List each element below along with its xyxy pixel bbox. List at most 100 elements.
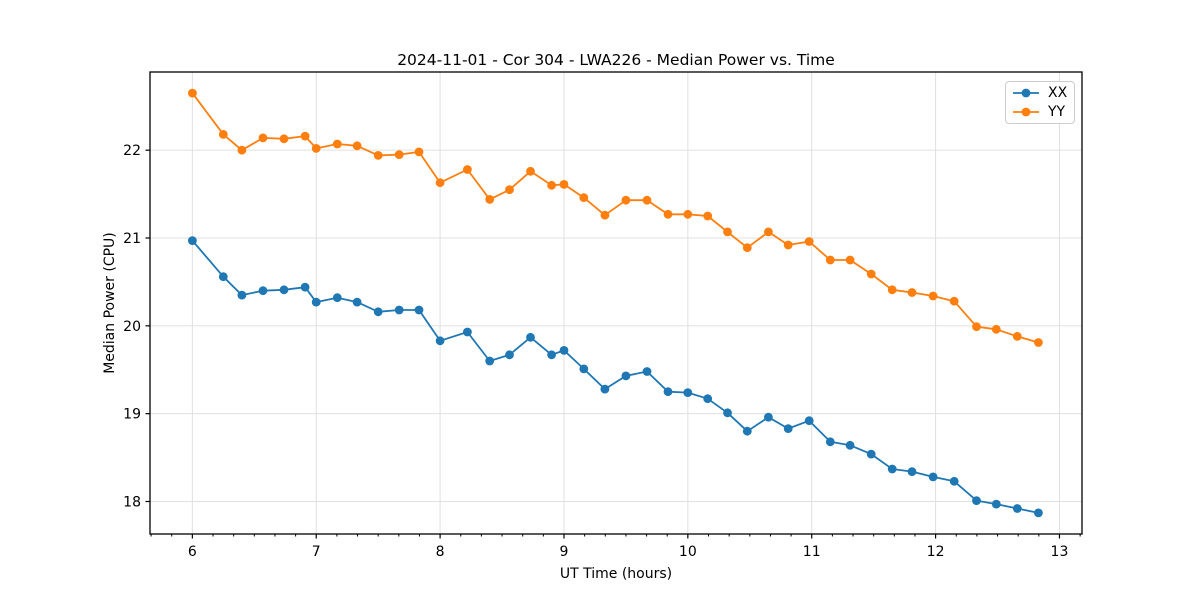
series-point-yy bbox=[845, 255, 855, 265]
y-axis-label: Median Power (CPU) bbox=[102, 232, 118, 374]
series-point-yy bbox=[188, 88, 197, 98]
series-point-xx bbox=[783, 424, 793, 433]
series-point-yy bbox=[887, 285, 897, 295]
series-point-yy bbox=[742, 243, 752, 253]
series-point-xx bbox=[394, 305, 404, 315]
y-tick-label-20: 20 bbox=[123, 319, 141, 335]
series-point-yy bbox=[332, 139, 342, 149]
x-axis-label: UT Time (hours) bbox=[560, 566, 672, 582]
series-point-yy bbox=[723, 227, 732, 237]
series-point-xx bbox=[463, 327, 472, 337]
series-point-yy bbox=[928, 291, 938, 301]
legend: XX YY bbox=[1005, 81, 1075, 124]
series-point-yy bbox=[866, 269, 876, 279]
series-point-xx bbox=[991, 499, 1001, 509]
series-point-yy bbox=[218, 130, 228, 139]
series-point-xx bbox=[352, 297, 362, 307]
series-point-xx bbox=[218, 272, 228, 282]
series-point-xx bbox=[804, 416, 814, 426]
grid-layer bbox=[150, 72, 1082, 534]
series-point-xx bbox=[928, 472, 938, 482]
series-point-yy bbox=[972, 322, 981, 332]
legend-label-yy: YY bbox=[1048, 104, 1066, 121]
series-point-yy bbox=[352, 141, 362, 151]
series-point-xx bbox=[949, 476, 959, 486]
series-point-yy bbox=[579, 193, 589, 203]
series-point-xx bbox=[866, 449, 876, 459]
series-point-xx bbox=[505, 350, 514, 360]
x-tick-label-11: 11 bbox=[803, 544, 821, 560]
series-point-yy bbox=[804, 237, 814, 246]
series-point-yy bbox=[663, 209, 673, 219]
x-tick-label-8: 8 bbox=[436, 544, 445, 560]
series-point-yy bbox=[258, 133, 268, 143]
legend-entry-xx: XX bbox=[1012, 84, 1068, 102]
series-point-yy bbox=[485, 195, 495, 204]
series-point-xx bbox=[845, 440, 855, 450]
series-point-xx bbox=[1012, 504, 1022, 513]
series-point-xx bbox=[485, 356, 495, 366]
series-point-yy bbox=[463, 165, 472, 174]
series-point-yy bbox=[547, 180, 556, 190]
series-point-yy bbox=[237, 145, 247, 155]
series-point-yy bbox=[559, 180, 569, 189]
legend-marker-yy-icon bbox=[1013, 107, 1039, 117]
series-point-xx bbox=[703, 394, 713, 404]
series-point-yy bbox=[825, 255, 835, 265]
series-point-yy bbox=[703, 211, 713, 221]
series-point-yy bbox=[414, 147, 424, 157]
series-point-yy bbox=[394, 150, 404, 160]
y-tick-label-22: 22 bbox=[123, 143, 141, 159]
series-point-xx bbox=[642, 367, 652, 376]
series-point-xx bbox=[742, 426, 752, 436]
series-point-xx bbox=[972, 496, 981, 505]
y-tick-label-19: 19 bbox=[123, 407, 141, 423]
series-point-yy bbox=[949, 296, 959, 306]
series-point-yy bbox=[683, 209, 693, 219]
series-point-xx bbox=[414, 305, 424, 315]
x-tick-label-6: 6 bbox=[188, 544, 197, 560]
series-point-xx bbox=[373, 307, 383, 317]
series-point-xx bbox=[683, 388, 693, 397]
series-point-xx bbox=[332, 293, 342, 303]
series-point-yy bbox=[373, 151, 383, 160]
series-point-yy bbox=[621, 195, 631, 205]
series-point-xx bbox=[435, 336, 445, 346]
series-point-yy bbox=[991, 324, 1001, 334]
series-point-xx bbox=[907, 467, 917, 476]
series-point-xx bbox=[559, 346, 569, 355]
series-point-xx bbox=[579, 364, 589, 374]
series-point-yy bbox=[279, 134, 289, 144]
series-point-yy bbox=[526, 166, 535, 176]
series-point-xx bbox=[300, 282, 310, 292]
series-point-yy bbox=[1034, 338, 1043, 347]
series-point-xx bbox=[621, 371, 631, 381]
tick-layer: 6 7 8 9 10 11 12 13 18 19 20 21 22 bbox=[123, 143, 1081, 560]
series-point-xx bbox=[1034, 508, 1043, 518]
plot-border bbox=[149, 71, 1083, 535]
legend-marker-xx-icon bbox=[1013, 88, 1039, 98]
series-point-yy bbox=[764, 227, 773, 237]
x-tick-label-9: 9 bbox=[560, 544, 569, 560]
series-point-yy bbox=[300, 131, 310, 141]
series-point-xx bbox=[723, 408, 732, 418]
y-tick-label-18: 18 bbox=[123, 495, 141, 511]
series-point-xx bbox=[600, 384, 610, 394]
series-point-yy bbox=[642, 195, 652, 205]
series-point-yy bbox=[311, 144, 321, 153]
series-point-xx bbox=[663, 387, 673, 397]
series-layer bbox=[188, 88, 1043, 518]
series-point-xx bbox=[764, 412, 773, 422]
series-point-yy bbox=[505, 185, 514, 195]
series-point-xx bbox=[188, 236, 197, 246]
series-point-xx bbox=[279, 285, 289, 295]
legend-entry-yy: YY bbox=[1012, 104, 1068, 122]
x-tick-label-10: 10 bbox=[679, 544, 697, 560]
series-point-xx bbox=[311, 297, 321, 307]
series-point-xx bbox=[887, 464, 897, 474]
x-tick-label-7: 7 bbox=[312, 544, 321, 560]
chart-title: 2024-11-01 - Cor 304 - LWA226 - Median P… bbox=[397, 51, 835, 69]
series-point-yy bbox=[1012, 332, 1022, 341]
